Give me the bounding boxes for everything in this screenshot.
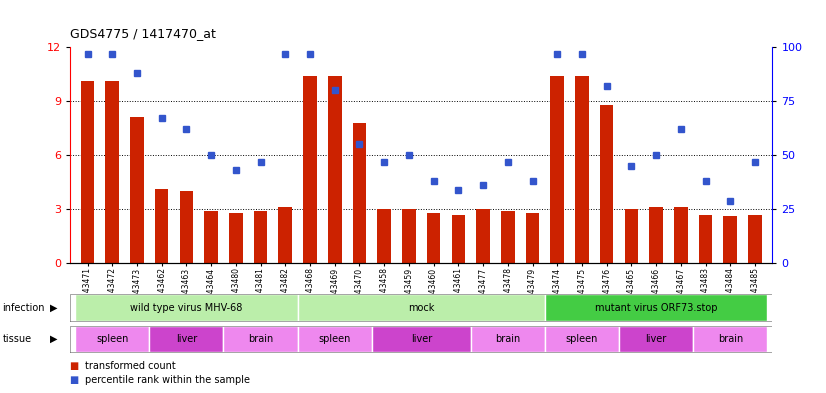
Bar [525, 213, 539, 263]
Bar [471, 326, 545, 352]
Bar [224, 326, 297, 352]
Bar [328, 76, 341, 263]
Text: spleen: spleen [96, 334, 128, 344]
Text: tissue: tissue [2, 334, 31, 344]
Bar [179, 191, 193, 263]
Bar [303, 76, 317, 263]
Bar [372, 326, 471, 352]
Text: brain: brain [495, 334, 520, 344]
Bar [278, 208, 292, 263]
Text: brain: brain [248, 334, 273, 344]
Text: ▶: ▶ [50, 334, 57, 344]
Bar [619, 326, 693, 352]
Bar [624, 209, 638, 263]
Bar [674, 208, 687, 263]
Text: mock: mock [408, 303, 434, 312]
Bar [81, 81, 94, 263]
Bar [131, 118, 144, 263]
Bar [699, 215, 712, 263]
Bar [575, 76, 589, 263]
Bar [550, 76, 564, 263]
Text: ▶: ▶ [50, 303, 57, 312]
Text: infection: infection [2, 303, 45, 312]
Bar [254, 211, 268, 263]
Bar [75, 294, 297, 321]
Text: ■: ■ [70, 361, 83, 371]
Bar [353, 123, 366, 263]
Bar [297, 326, 372, 352]
Bar [649, 208, 663, 263]
Bar [427, 213, 440, 263]
Bar [106, 81, 119, 263]
Bar [150, 326, 224, 352]
Bar [75, 326, 150, 352]
Bar [748, 215, 762, 263]
Text: liver: liver [176, 334, 197, 344]
Text: brain: brain [718, 334, 743, 344]
Bar [402, 209, 415, 263]
Bar [693, 326, 767, 352]
Text: ■: ■ [70, 375, 83, 385]
Bar [155, 189, 169, 263]
Bar [229, 213, 243, 263]
Bar [600, 105, 614, 263]
Bar [545, 326, 619, 352]
Text: wild type virus MHV-68: wild type virus MHV-68 [131, 303, 243, 312]
Text: spleen: spleen [566, 334, 598, 344]
Text: liver: liver [645, 334, 667, 344]
Bar [477, 209, 490, 263]
Bar [545, 294, 767, 321]
Text: transformed count: transformed count [85, 361, 176, 371]
Text: liver: liver [411, 334, 432, 344]
Bar [297, 294, 545, 321]
Bar [501, 211, 515, 263]
Text: percentile rank within the sample: percentile rank within the sample [85, 375, 250, 385]
Bar [452, 215, 465, 263]
Text: spleen: spleen [319, 334, 351, 344]
Text: mutant virus ORF73.stop: mutant virus ORF73.stop [595, 303, 717, 312]
Bar [377, 209, 391, 263]
Bar [204, 211, 218, 263]
Bar [724, 217, 737, 263]
Text: GDS4775 / 1417470_at: GDS4775 / 1417470_at [70, 28, 216, 40]
